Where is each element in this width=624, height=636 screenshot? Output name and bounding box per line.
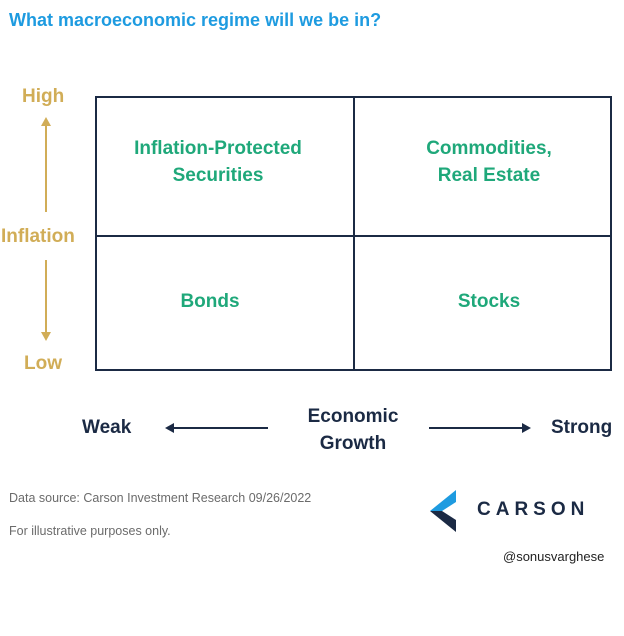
up-arrow-icon xyxy=(41,117,51,212)
quadrant-bottom-right-line1: Stocks xyxy=(457,291,521,312)
quadrant-top-left-line1: Inflation-Protected xyxy=(134,138,302,159)
y-axis-title: Inflation xyxy=(1,226,75,247)
left-arrow-icon xyxy=(165,423,268,433)
quadrant-top-left: Inflation-Protected Securities xyxy=(89,135,347,189)
x-axis-strong-label: Strong xyxy=(551,417,613,438)
illustrative-note: For illustrative purposes only. xyxy=(9,524,171,538)
quadrant-bottom-right: Stocks xyxy=(360,288,618,315)
x-axis-title-line2: Growth xyxy=(319,433,387,454)
quadrant-top-left-line2: Securities xyxy=(172,165,264,186)
x-axis-weak-label: Weak xyxy=(82,417,132,438)
page-title: What macroeconomic regime will we be in? xyxy=(9,10,382,30)
quadrant-top-right-line2: Real Estate xyxy=(437,165,541,186)
quadrant-bottom-left: Bonds xyxy=(81,288,339,315)
right-arrow-icon xyxy=(429,423,531,433)
x-axis-title: Economic Growth xyxy=(280,403,426,457)
author-handle: @sonusvarghese xyxy=(503,549,605,564)
x-axis-title-line1: Economic xyxy=(307,406,399,427)
grid-vertical-divider xyxy=(353,96,355,371)
quadrant-top-right: Commodities, Real Estate xyxy=(360,135,618,189)
grid-horizontal-divider xyxy=(95,235,612,237)
quadrant-bottom-left-line1: Bonds xyxy=(180,291,240,312)
y-axis-low-label: Low xyxy=(24,353,62,374)
carson-chevron-icon xyxy=(430,490,456,532)
carson-logo-text: CARSON xyxy=(477,499,590,520)
y-axis-high-label: High xyxy=(22,86,65,107)
down-arrow-icon xyxy=(41,260,51,341)
data-source-note: Data source: Carson Investment Research … xyxy=(9,491,312,505)
quadrant-top-right-line1: Commodities, xyxy=(426,138,552,159)
